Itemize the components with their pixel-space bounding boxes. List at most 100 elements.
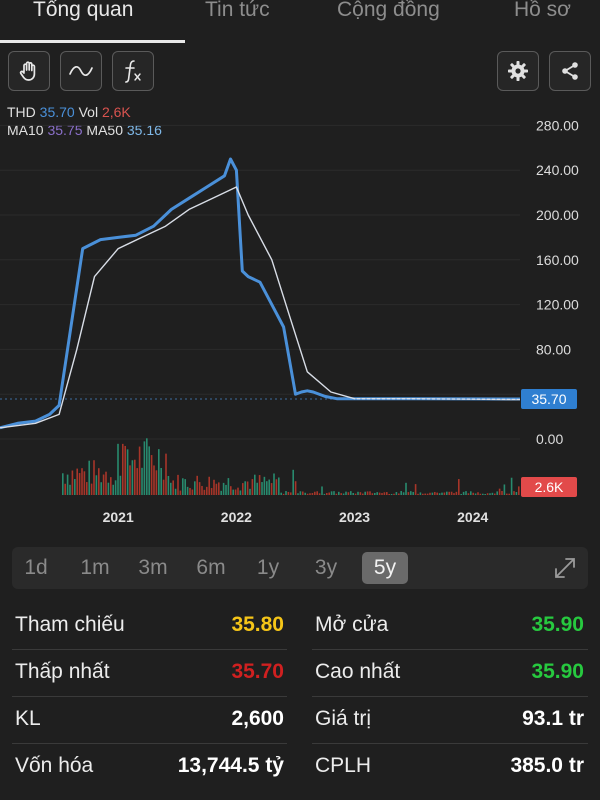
volume-bar xyxy=(462,491,465,495)
volume-bar xyxy=(266,481,268,495)
volume-bar xyxy=(371,493,374,495)
volume-bar xyxy=(359,492,362,495)
stats-row-3: KL 2,600 Giá trị 93.1 tr xyxy=(0,698,600,744)
volume-bar xyxy=(513,491,515,495)
volume-bar xyxy=(441,492,443,495)
volume-bar xyxy=(261,482,263,495)
volume-bar xyxy=(503,484,506,495)
volume-bar xyxy=(323,493,326,495)
range-3y[interactable]: 3y xyxy=(314,556,338,579)
volume-bar xyxy=(117,443,119,495)
ma10-label: MA10 xyxy=(7,122,44,138)
volume-bar xyxy=(220,490,222,495)
volume-bar xyxy=(102,474,105,495)
indicator-button[interactable] xyxy=(112,51,154,91)
volume-bar xyxy=(273,473,275,495)
volume-bar xyxy=(311,493,314,495)
y-tick-label: 160.00 xyxy=(536,252,579,268)
volume-bar xyxy=(318,493,321,495)
range-1m[interactable]: 1m xyxy=(80,556,110,579)
range-selector: 1d 1m 3m 6m 1y 3y 5y xyxy=(12,547,588,589)
trade-value-label: Giá trị xyxy=(315,707,372,730)
volume-bar xyxy=(206,486,208,495)
volume-bar xyxy=(179,490,182,495)
volume-bar xyxy=(158,449,160,495)
y-tick-label: 200.00 xyxy=(536,207,579,223)
hand-tool-button[interactable] xyxy=(8,51,50,91)
volume-bar xyxy=(422,493,424,495)
volume-bar xyxy=(304,492,306,495)
share-button[interactable] xyxy=(549,51,591,91)
volume-bar xyxy=(110,477,112,495)
volume-bar xyxy=(489,493,491,495)
volume-bar xyxy=(486,493,489,495)
volume-bar xyxy=(184,479,186,495)
volume-bar xyxy=(232,489,234,495)
volume-bar xyxy=(129,465,131,495)
volume-bar xyxy=(263,476,266,495)
volume-bar xyxy=(515,492,518,495)
volume-bar xyxy=(381,493,383,495)
shares-outstanding-label: CPLH xyxy=(315,754,372,777)
price-chart[interactable]: 280.00240.00200.00160.00120.0080.000.00 … xyxy=(0,100,600,540)
range-6m[interactable]: 6m xyxy=(196,556,226,579)
fx-icon xyxy=(125,60,141,83)
volume-bar xyxy=(491,492,494,495)
volume-bar xyxy=(426,493,429,495)
low-price-label: Thấp nhất xyxy=(15,660,110,683)
range-5y[interactable]: 5y xyxy=(362,552,408,584)
volume-bar xyxy=(105,471,107,495)
volume-bar xyxy=(510,477,513,495)
volume-bar xyxy=(366,491,369,495)
volume-bar xyxy=(498,488,501,495)
volume-bar xyxy=(474,493,477,495)
last-volume-marker xyxy=(521,477,577,497)
volume-bar xyxy=(244,481,246,495)
settings-button[interactable] xyxy=(497,51,539,91)
volume-bar xyxy=(86,482,88,495)
volume-bar xyxy=(431,492,434,495)
volume-bar xyxy=(124,445,126,495)
volume-bar xyxy=(369,491,371,495)
volume-bar xyxy=(246,481,249,495)
volume-bar xyxy=(467,493,470,495)
volume-bar xyxy=(386,492,388,495)
y-tick-label: 240.00 xyxy=(536,162,579,178)
volume-bar xyxy=(299,491,302,495)
volume-bar xyxy=(126,449,129,495)
volume-bar xyxy=(275,479,278,495)
line-tool-button[interactable] xyxy=(60,51,102,91)
volume-bar xyxy=(74,479,76,495)
expand-chart-button[interactable] xyxy=(552,555,578,586)
volume-label: KL xyxy=(15,707,41,730)
volume-bar xyxy=(508,493,510,495)
volume-bar xyxy=(81,468,83,495)
range-1y[interactable]: 1y xyxy=(256,556,280,579)
volume-bar xyxy=(326,492,328,495)
stats-divider xyxy=(12,649,287,650)
volume-bar xyxy=(83,471,86,495)
volume-bar xyxy=(350,491,352,495)
volume-bar xyxy=(182,478,184,495)
volume-bar xyxy=(208,476,210,495)
volume-bar xyxy=(76,468,78,495)
volume-bar xyxy=(69,484,71,495)
gear-icon xyxy=(508,61,528,81)
volume-bar xyxy=(239,490,242,495)
vol-label: Vol xyxy=(78,104,99,120)
volume-bar xyxy=(496,491,498,495)
volume-bar xyxy=(153,465,155,495)
x-tick-label: 2021 xyxy=(103,509,134,525)
volume-bar xyxy=(198,482,201,495)
volume-bar xyxy=(290,492,292,495)
stats-divider xyxy=(312,696,588,697)
volume-bar xyxy=(395,491,398,495)
expand-icon xyxy=(555,558,575,578)
ma10-value: 35.75 xyxy=(47,122,83,138)
volume-bar xyxy=(378,492,381,495)
range-1d[interactable]: 1d xyxy=(24,556,48,579)
volume-bar xyxy=(314,491,316,495)
range-3m[interactable]: 3m xyxy=(138,556,168,579)
share-icon xyxy=(562,62,578,80)
volume-bar xyxy=(460,493,462,495)
